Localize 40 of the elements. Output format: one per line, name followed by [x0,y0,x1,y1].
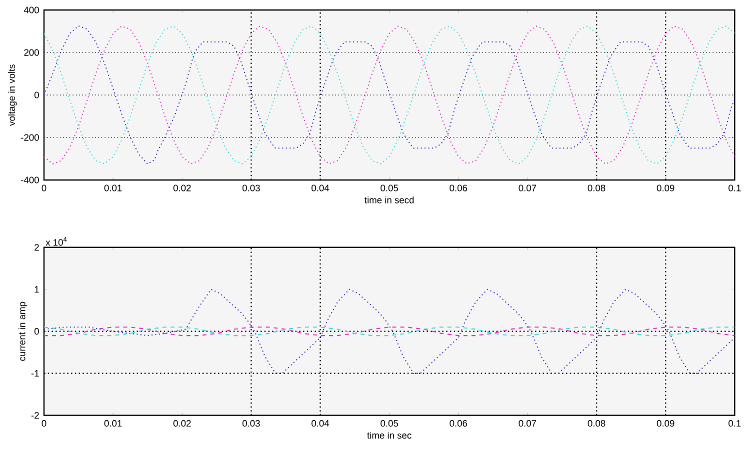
x-tick-label: 0.05 [380,420,398,427]
line-series [44,26,735,164]
y-tick-label: 0 [34,328,39,335]
x-tick-label: 0.02 [173,420,191,427]
x-tick-label: 0.03 [242,420,260,427]
y-tick-label: -1 [31,370,39,377]
x-tick-label: 0 [42,184,46,192]
x-tick-label: 0.07 [518,420,536,427]
y-tick-label: -400 [21,176,39,184]
y-axis-title: current in amp [18,302,28,361]
line-series [44,326,735,336]
x-tick-label: 0.09 [656,184,674,192]
x-tick-label: 0.06 [450,420,468,427]
x-axis-title: time in secd [364,196,414,204]
x-tick-label: 0.01 [104,184,122,192]
x-tick-label: 0.08 [588,420,606,427]
x-tick-label: 0.04 [312,420,330,427]
x-tick-label: 0.02 [173,184,191,192]
y-tick-label: 1 [34,286,39,293]
x-tick-label: 0.01 [104,420,122,427]
text: x 10$^{4}$ [46,237,67,246]
y-tick-label: 0 [34,92,39,98]
y-axis-title: voltage in volts [8,64,17,126]
y-tick-label: -2 [31,412,39,419]
x-tick-label: 0.1 [728,420,741,427]
y-tick-label: 200 [24,49,39,56]
x-tick-label: 0.1 [728,184,741,192]
x-tick-label: 0.05 [380,184,398,192]
x-tick-label: 0 [42,420,46,427]
x-tick-label: 0.03 [242,184,260,192]
y-tick-label: -200 [21,134,39,141]
x-tick-label: 0.06 [450,184,468,192]
y-tick-label: 400 [24,6,39,14]
x-tick-label: 0.08 [588,184,606,192]
y-tick-label: 2 [34,244,39,251]
x-tick-label: 0.07 [518,184,536,192]
x-axis-title: time in sec [367,432,412,439]
line-series [44,288,735,374]
x-tick-label: 0.04 [312,184,330,192]
x-tick-label: 0.09 [656,420,674,427]
